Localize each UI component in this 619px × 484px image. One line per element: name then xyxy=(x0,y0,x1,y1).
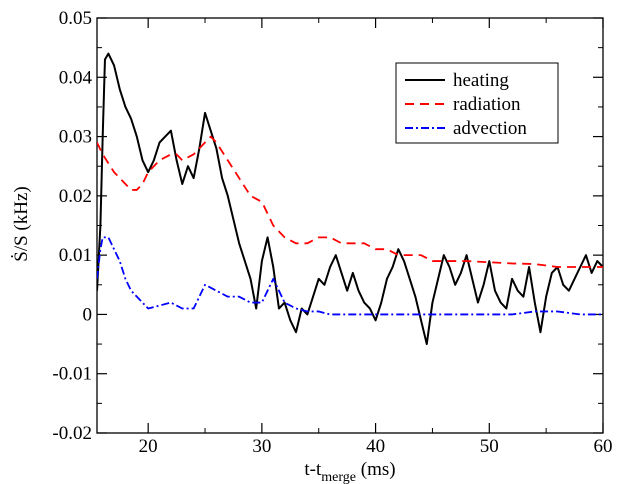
legend-label-advection: advection xyxy=(453,118,527,139)
series-advection-line xyxy=(97,236,603,316)
x-axis-label-sub: merge xyxy=(321,470,356,484)
legend-label-heating: heating xyxy=(453,70,509,91)
x-axis-label-unit: (ms) xyxy=(356,459,396,480)
series-heating-line xyxy=(97,52,603,346)
y-axis-ticks: -0.02 -0.01 0 0.01 0.02 0.03 0.04 0.05 xyxy=(52,8,603,444)
x-tick-label: 40 xyxy=(366,436,385,457)
x-tick-label: 60 xyxy=(594,436,613,457)
x-tick-label: 30 xyxy=(252,436,271,457)
y-tick-label: -0.02 xyxy=(52,423,92,444)
y-tick-label: -0.01 xyxy=(52,364,92,385)
x-axis-ticks: 20 30 40 50 60 xyxy=(139,18,613,457)
series-layer xyxy=(97,52,603,346)
series-radiation-line xyxy=(97,135,603,268)
y-tick-label: 0 xyxy=(83,304,93,325)
y-axis-label: Ṡ/S (kHz) xyxy=(11,186,32,261)
legend-label-radiation: radiation xyxy=(453,94,521,115)
x-axis-label: t-tmerge (ms) xyxy=(304,459,395,484)
y-tick-label: 0.03 xyxy=(59,127,92,148)
y-tick-label: 0.02 xyxy=(59,186,92,207)
x-tick-label: 20 xyxy=(139,436,158,457)
legend: heating radiation advection xyxy=(395,62,559,144)
y-tick-label: 0.05 xyxy=(59,8,92,29)
y-tick-label: 0.01 xyxy=(59,245,92,266)
x-tick-label: 50 xyxy=(480,436,499,457)
x-axis-label-main: t-t xyxy=(304,459,322,480)
y-tick-label: 0.04 xyxy=(59,67,93,88)
